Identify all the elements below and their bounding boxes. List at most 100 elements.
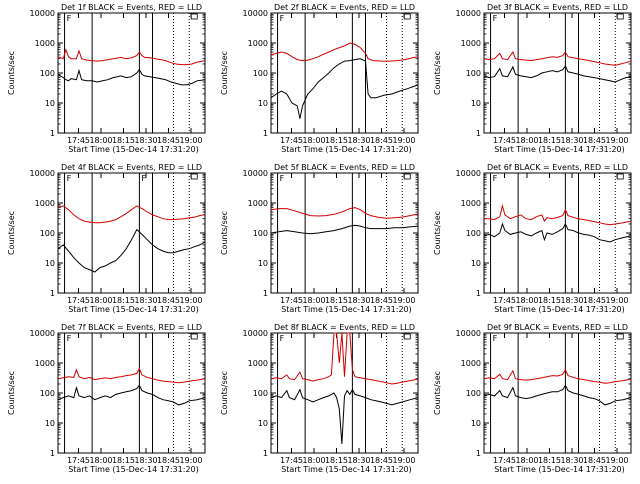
x-tick-label: 19:00 <box>392 456 415 465</box>
plot-frame <box>483 172 632 294</box>
y-tick-label: 10 <box>45 259 55 268</box>
chart-title: Det 6f BLACK = Events, RED = LLD <box>487 163 628 172</box>
chart-title: Det 8f BLACK = Events, RED = LLD <box>274 323 415 332</box>
x-axis-label: Start Time (15-Dec-14 17:31:20) <box>281 305 412 314</box>
y-tick-label: 1 <box>476 449 481 458</box>
y-tick-label: 10000 <box>456 9 481 18</box>
y-tick-label: 100 <box>466 69 481 78</box>
events-series-line <box>270 224 419 235</box>
y-tick-label: 1 <box>263 449 268 458</box>
x-tick-label: 18:30 <box>560 456 583 465</box>
x-tick-label: 18:15 <box>325 456 348 465</box>
plot-frame <box>57 332 206 454</box>
flare-f-marker: F <box>280 334 285 343</box>
y-tick-label: 100 <box>466 389 481 398</box>
small-box-marker <box>403 13 411 20</box>
y-axis-label: Counts/sec <box>220 51 229 95</box>
lld-series-line <box>484 203 632 226</box>
x-tick-label: 17:45 <box>493 136 516 145</box>
x-tick-label: 18:30 <box>347 136 370 145</box>
lld-series-line <box>270 207 419 219</box>
x-tick-label: 18:30 <box>560 136 583 145</box>
x-axis-label: Start Time (15-Dec-14 17:31:20) <box>494 465 625 474</box>
y-tick-label: 10 <box>258 259 268 268</box>
y-tick-label: 1 <box>50 449 55 458</box>
x-tick-label: 18:15 <box>112 296 135 305</box>
chart-title: Det 3f BLACK = Events, RED = LLD <box>487 3 628 12</box>
x-tick-label: 17:45 <box>280 456 303 465</box>
lld-series-line <box>270 42 419 62</box>
detector-panel-1: Det 1f BLACK = Events, RED = LLD 1 10 100 10… <box>0 0 213 160</box>
x-tick-label: 18:15 <box>325 136 348 145</box>
y-tick-label: 1000 <box>248 39 268 48</box>
x-tick-label: 18:30 <box>347 296 370 305</box>
y-tick-label: 10000 <box>243 329 268 338</box>
x-tick-label: 18:00 <box>89 296 112 305</box>
chart-title: Det 7f BLACK = Events, RED = LLD <box>61 323 202 332</box>
x-tick-label: 17:45 <box>280 136 303 145</box>
lld-series-line <box>483 50 632 66</box>
y-tick-label: 100 <box>40 389 55 398</box>
x-tick-label: 18:00 <box>515 296 538 305</box>
x-tick-label: 19:00 <box>605 456 628 465</box>
x-tick-label: 18:00 <box>302 456 325 465</box>
flare-f-marker: F <box>493 14 498 23</box>
small-box-marker <box>616 333 624 340</box>
y-axis-label: Counts/sec <box>7 51 16 95</box>
lld-series-line <box>57 48 206 66</box>
x-tick-label: 17:45 <box>280 296 303 305</box>
x-tick-label: 18:15 <box>538 296 561 305</box>
y-tick-label: 1 <box>476 129 481 138</box>
detector-panel-7: Det 7f BLACK = Events, RED = LLD 1 10 100 10… <box>0 320 213 480</box>
x-tick-label: 18:30 <box>560 296 583 305</box>
chart-svg: Det 1f BLACK = Events, RED = LLD 1 10 100 10… <box>7 3 206 154</box>
y-tick-label: 1 <box>476 289 481 298</box>
small-box-marker <box>190 333 198 340</box>
x-axis-label: Start Time (15-Dec-14 17:31:20) <box>281 145 412 154</box>
detector-panel-2: Det 2f BLACK = Events, RED = LLD 1 10 100 10… <box>213 0 426 160</box>
y-tick-label: 1 <box>50 129 55 138</box>
x-tick-label: 18:30 <box>134 136 157 145</box>
plot-frame <box>483 12 632 134</box>
flare-f-marker: F <box>141 174 146 183</box>
y-tick-label: 100 <box>253 389 268 398</box>
x-tick-label: 19:00 <box>392 296 415 305</box>
x-tick-label: 18:45 <box>583 296 606 305</box>
x-tick-label: 17:45 <box>493 456 516 465</box>
x-tick-label: 18:45 <box>583 456 606 465</box>
x-tick-label: 19:00 <box>605 136 628 145</box>
events-series-line <box>57 384 206 406</box>
y-tick-label: 1000 <box>35 39 55 48</box>
y-tick-label: 100 <box>253 229 268 238</box>
lld-series-line <box>57 205 206 224</box>
chart-svg: Det 7f BLACK = Events, RED = LLD 1 10 100 10… <box>7 323 206 474</box>
x-tick-label: 18:15 <box>112 136 135 145</box>
y-tick-label: 1 <box>263 289 268 298</box>
x-tick-label: 19:00 <box>179 456 202 465</box>
detector-panel-4: Det 4f BLACK = Events, RED = LLD 1 10 100 10… <box>0 160 213 320</box>
x-tick-label: 18:00 <box>302 136 325 145</box>
events-series-line <box>483 384 632 406</box>
plot-frame <box>57 172 206 294</box>
events-series-line <box>483 222 632 243</box>
chart-svg: Det 3f BLACK = Events, RED = LLD 1 10 100 10… <box>433 3 632 154</box>
y-tick-label: 10 <box>258 419 268 428</box>
y-tick-label: 1000 <box>35 199 55 208</box>
x-tick-label: 18:30 <box>134 456 157 465</box>
y-axis-label: Counts/sec <box>7 211 16 255</box>
y-tick-label: 1000 <box>35 359 55 368</box>
y-tick-label: 10 <box>471 99 481 108</box>
plot-frame <box>270 172 419 294</box>
x-tick-label: 18:15 <box>538 456 561 465</box>
y-axis-label: Counts/sec <box>7 371 16 415</box>
y-tick-label: 10000 <box>456 169 481 178</box>
chart-title: Det 9f BLACK = Events, RED = LLD <box>487 323 628 332</box>
lld-series-line <box>57 367 206 384</box>
flare-f-marker: F <box>493 174 498 183</box>
lld-series-line <box>270 332 419 385</box>
y-tick-label: 1000 <box>461 39 481 48</box>
chart-svg: Det 9f BLACK = Events, RED = LLD 1 10 100 10… <box>433 323 632 474</box>
x-axis-label: Start Time (15-Dec-14 17:31:20) <box>494 145 625 154</box>
events-series-line <box>483 65 632 83</box>
